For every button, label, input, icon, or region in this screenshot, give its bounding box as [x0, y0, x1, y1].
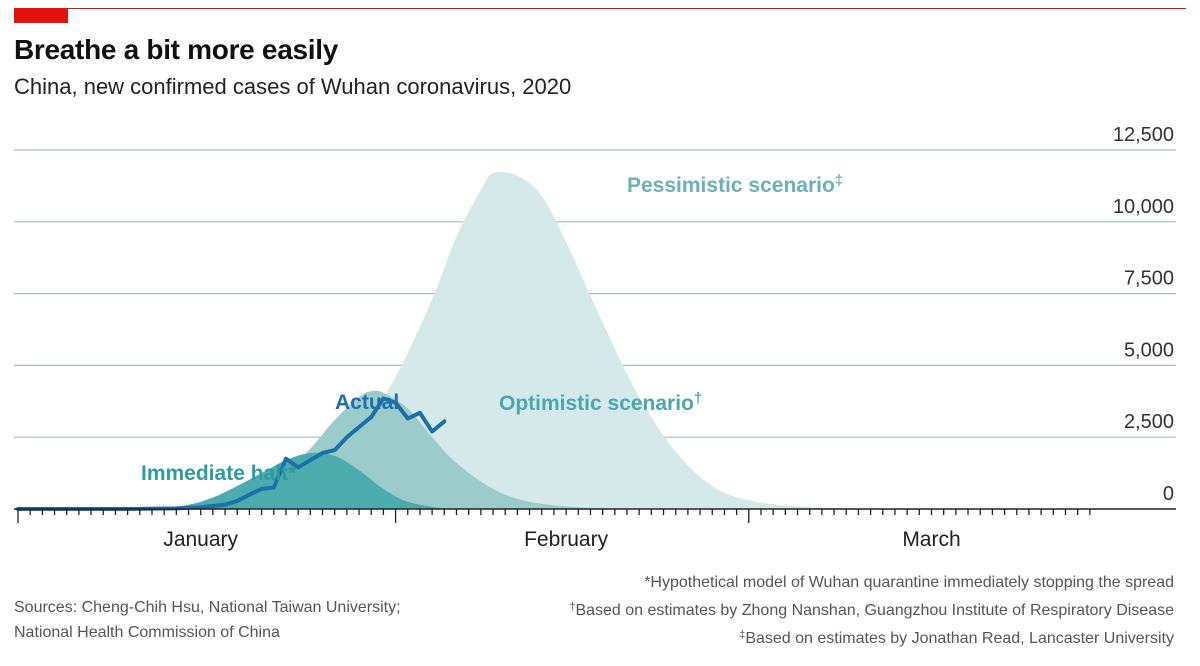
footnote-pessimistic: ‡Based on estimates by Jonathan Read, La… — [569, 623, 1174, 651]
x-month-label: January — [163, 528, 238, 551]
footnotes: *Hypothetical model of Wuhan quarantine … — [569, 570, 1174, 651]
y-tick-label: 0 — [1163, 483, 1174, 505]
y-tick-label: 12,500 — [1113, 124, 1174, 146]
sources: Sources: Cheng-Chih Hsu, National Taiwan… — [14, 595, 401, 645]
x-month-label: February — [524, 528, 609, 551]
x-month-label: March — [902, 528, 960, 551]
y-tick-label: 2,500 — [1124, 411, 1174, 433]
series-label-marker: † — [694, 390, 702, 407]
area-immediate-halt — [18, 452, 445, 509]
area-pessimistic-scenario — [18, 171, 859, 510]
actual-line-group — [16, 396, 447, 511]
series-label: Immediate halt* — [141, 462, 297, 485]
series-label-marker: * — [288, 462, 297, 485]
series-label: Optimistic scenario† — [499, 390, 702, 415]
y-tick-label: 10,000 — [1113, 196, 1174, 218]
sources-line-1: Sources: Cheng-Chih Hsu, National Taiwan… — [14, 599, 401, 616]
sources-line-2: National Health Commission of China — [14, 624, 280, 641]
series-labels: Pessimistic scenario‡ Optimistic scenario… — [141, 172, 843, 485]
y-axis-labels: 12,500 10,000 7,500 5,000 2,500 0 — [1113, 124, 1174, 505]
footnote-halt: *Hypothetical model of Wuhan quarantine … — [644, 574, 1174, 591]
footnote-pessimistic-text: Based on estimates by Jonathan Read, Lan… — [745, 630, 1174, 647]
y-tick-label: 5,000 — [1124, 339, 1174, 361]
series-label-marker: ‡ — [835, 172, 843, 189]
series-label: Pessimistic scenario‡ — [627, 172, 843, 197]
series-label: Actual — [335, 391, 399, 414]
brand-tag — [14, 8, 68, 23]
footnote-optimistic-text: Based on estimates by Zhong Nanshan, Gua… — [575, 602, 1174, 619]
area-optimistic-scenario — [18, 390, 627, 509]
x-axis: January February March — [14, 508, 1176, 551]
footnote-optimistic: †Based on estimates by Zhong Nanshan, Gu… — [569, 595, 1174, 623]
chart-subtitle: China, new confirmed cases of Wuhan coro… — [14, 74, 572, 99]
double-dagger-mark: ‡ — [739, 629, 746, 641]
top-rule — [14, 8, 1186, 9]
y-tick-label: 7,500 — [1124, 268, 1174, 290]
dagger-mark: † — [569, 601, 576, 613]
chart-title: Breathe a bit more easily — [14, 34, 338, 65]
actual-line — [16, 396, 447, 511]
scenario-areas — [18, 171, 859, 510]
